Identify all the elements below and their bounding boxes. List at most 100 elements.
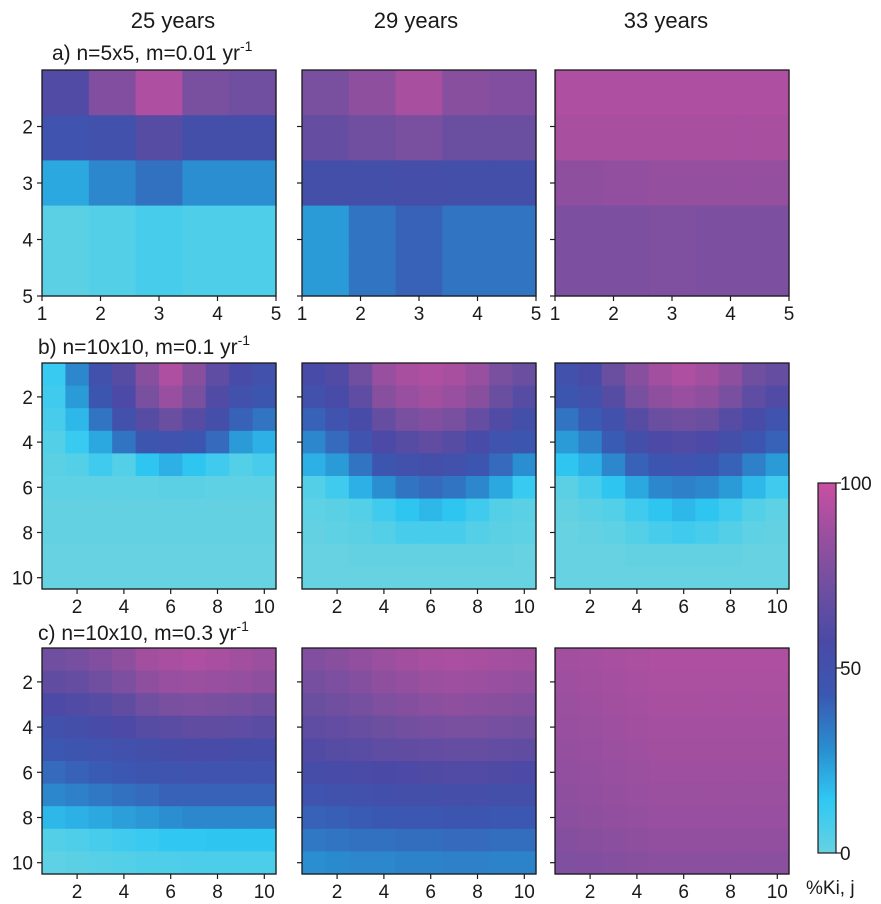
heatmap-panel: 2 4 6 8 10 bbox=[550, 362, 790, 618]
heatmap-cell bbox=[252, 715, 277, 739]
heatmap-cell bbox=[555, 476, 579, 500]
heatmap-cell bbox=[512, 783, 537, 807]
heatmap-cell bbox=[88, 543, 113, 567]
heatmap-cell bbox=[112, 761, 137, 785]
heatmap-cell bbox=[765, 851, 790, 875]
x-tick-label: 2 bbox=[332, 597, 343, 618]
column-title-25-years: 25 years bbox=[131, 8, 215, 33]
colorbar-label: %Ki, j bbox=[806, 878, 855, 899]
heatmap-cell bbox=[765, 715, 790, 739]
x-tick-label: 10 bbox=[254, 882, 275, 903]
heatmap-cell bbox=[742, 543, 767, 567]
heatmap-cell bbox=[182, 408, 207, 432]
heatmap-cell bbox=[372, 430, 397, 454]
heatmap-cell bbox=[112, 566, 137, 590]
x-tick-label: 4 bbox=[379, 597, 390, 618]
heatmap-cell bbox=[372, 828, 397, 852]
heatmap-cell bbox=[348, 250, 397, 297]
heatmap-cell bbox=[159, 543, 183, 567]
heatmap-cell bbox=[348, 70, 397, 116]
heatmap-cell bbox=[718, 453, 743, 477]
y-tick-label: 4 bbox=[22, 231, 33, 252]
heatmap-cell bbox=[302, 115, 350, 161]
heatmap-cell bbox=[512, 693, 537, 717]
heatmap-cell bbox=[625, 715, 650, 739]
heatmap-cell bbox=[442, 670, 467, 694]
heatmap-cell bbox=[182, 670, 207, 694]
heatmap-cell bbox=[159, 476, 183, 500]
heatmap-panel: 2 4 6 8 10 bbox=[297, 362, 537, 618]
heatmap-cell bbox=[135, 783, 160, 807]
heatmap-cell bbox=[695, 828, 720, 852]
heatmap-panel: 2 4 6 8 10 bbox=[297, 647, 537, 903]
heatmap-cell bbox=[601, 408, 626, 432]
heatmap-cell bbox=[182, 851, 207, 875]
x-tick-label: 2 bbox=[95, 304, 106, 325]
heatmap-cell bbox=[42, 693, 66, 717]
heatmap-cell bbox=[65, 851, 90, 875]
heatmap-cell bbox=[648, 521, 673, 545]
heatmap-cell bbox=[159, 363, 183, 387]
heatmap-cell bbox=[348, 430, 373, 454]
heatmap-cell bbox=[578, 693, 603, 717]
heatmap-cell bbox=[159, 498, 183, 522]
heatmap-cell bbox=[372, 783, 397, 807]
heatmap-cell bbox=[672, 715, 696, 739]
heatmap-cell bbox=[135, 385, 160, 409]
heatmap-cell bbox=[135, 851, 160, 875]
heatmap-cell bbox=[42, 250, 90, 297]
x-tick-label: 2 bbox=[72, 597, 83, 618]
x-tick-label: 3 bbox=[414, 304, 425, 325]
heatmap-cell bbox=[512, 828, 537, 852]
heatmap-cell bbox=[465, 408, 490, 432]
heatmap-cell bbox=[672, 476, 696, 500]
heatmap-cell bbox=[742, 783, 767, 807]
heatmap-cell bbox=[555, 828, 579, 852]
x-tick-label: 6 bbox=[165, 882, 176, 903]
heatmap-cell bbox=[695, 408, 720, 432]
heatmap-cell bbox=[325, 851, 350, 875]
heatmap-cell bbox=[555, 250, 603, 297]
heatmap-cell bbox=[742, 205, 790, 252]
heatmap-cell bbox=[205, 453, 230, 477]
heatmap-cell bbox=[672, 363, 696, 387]
heatmap-cell bbox=[489, 715, 514, 739]
heatmap-cell bbox=[555, 430, 579, 454]
heatmap-cell bbox=[442, 160, 490, 207]
heatmap-cell bbox=[742, 476, 767, 500]
heatmap-cell bbox=[395, 408, 420, 432]
colorbar-tick-label: 50 bbox=[840, 659, 861, 680]
heatmap-cell bbox=[252, 806, 277, 830]
heatmap-cell bbox=[325, 806, 350, 830]
heatmap-cell bbox=[578, 715, 603, 739]
heatmap-cell bbox=[88, 761, 113, 785]
heatmap-cell bbox=[252, 476, 277, 500]
y-tick-label: 6 bbox=[22, 478, 33, 499]
heatmap-cell bbox=[229, 250, 277, 297]
heatmap-cell bbox=[648, 160, 696, 207]
y-tick-label: 3 bbox=[22, 174, 33, 195]
heatmap-cell bbox=[65, 363, 90, 387]
heatmap-cell bbox=[112, 806, 137, 830]
y-tick-label: 2 bbox=[22, 118, 33, 139]
heatmap-cell bbox=[252, 828, 277, 852]
heatmap-cell bbox=[88, 783, 113, 807]
heatmap-cell bbox=[112, 430, 137, 454]
heatmap-cell bbox=[555, 70, 603, 116]
heatmap-cell bbox=[555, 648, 579, 672]
heatmap-cell bbox=[42, 715, 66, 739]
heatmap-cell bbox=[578, 543, 603, 567]
heatmap-cell bbox=[135, 521, 160, 545]
heatmap-cell bbox=[672, 385, 696, 409]
heatmap-cell bbox=[555, 498, 579, 522]
heatmap-cell bbox=[395, 828, 420, 852]
heatmap-cell bbox=[42, 828, 66, 852]
heatmap-cell bbox=[765, 693, 790, 717]
heatmap-cell bbox=[302, 498, 326, 522]
heatmap-cell bbox=[742, 693, 767, 717]
x-tick-label: 2 bbox=[332, 882, 343, 903]
heatmap-cell bbox=[442, 783, 467, 807]
heatmap-cell bbox=[205, 761, 230, 785]
heatmap-cell bbox=[765, 498, 790, 522]
heatmap-cell bbox=[489, 648, 514, 672]
